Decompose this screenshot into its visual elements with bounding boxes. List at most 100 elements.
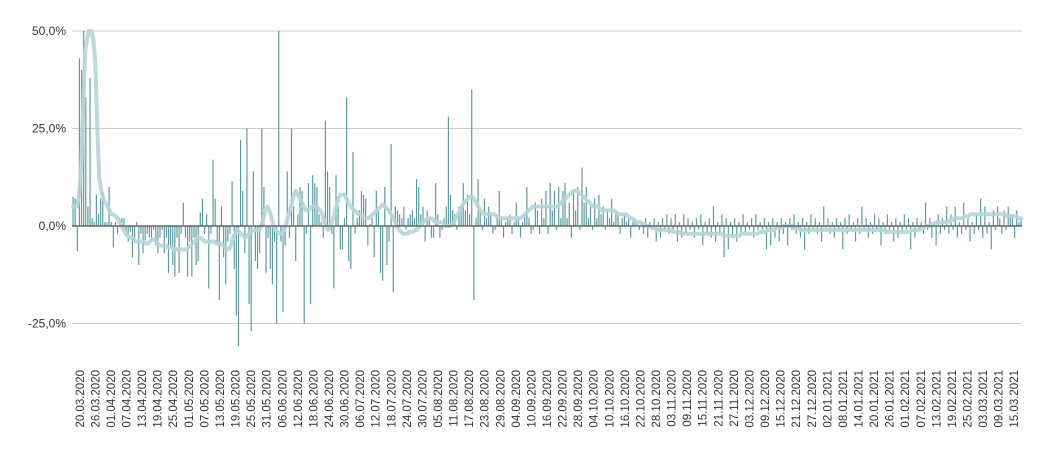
- bar: [661, 218, 664, 226]
- bar: [396, 210, 399, 226]
- bar: [517, 218, 519, 226]
- bar: [1001, 226, 1003, 234]
- bar: [647, 226, 649, 238]
- bar: [566, 218, 568, 226]
- bar: [757, 226, 759, 230]
- bar: [583, 202, 585, 226]
- bar: [403, 206, 405, 226]
- bar: [888, 226, 891, 230]
- bar: [197, 226, 199, 262]
- x-tick-label: 29.08.2020: [495, 370, 507, 428]
- bar: [628, 218, 630, 226]
- bar: [818, 222, 821, 226]
- bar: [432, 226, 435, 238]
- bar: [138, 226, 140, 265]
- bar: [456, 226, 458, 230]
- bar: [1011, 218, 1014, 226]
- bar: [409, 214, 411, 226]
- bar: [492, 226, 494, 234]
- bar: [602, 206, 604, 226]
- bar: [886, 214, 888, 226]
- trend-line-group: [71, 29, 1023, 252]
- x-tick-label: 01.02.2021: [900, 370, 912, 428]
- bar: [524, 214, 526, 226]
- x-tick-label: 22.09.2020: [558, 370, 570, 428]
- bar: [172, 226, 174, 265]
- bar: [534, 202, 536, 226]
- bar: [464, 210, 466, 226]
- bar: [106, 222, 108, 226]
- x-tick-label: 13.02.2021: [931, 370, 943, 428]
- bar: [303, 226, 305, 324]
- bar: [568, 202, 570, 226]
- bar: [354, 226, 356, 234]
- bar: [74, 198, 76, 226]
- bar: [479, 210, 481, 226]
- bar: [740, 226, 742, 234]
- bar: [496, 214, 498, 226]
- bar: [500, 218, 502, 226]
- x-tick-label: 18.06.2020: [308, 370, 320, 428]
- bar: [352, 151, 354, 226]
- bar: [388, 226, 390, 242]
- bar: [382, 226, 384, 281]
- bar: [216, 226, 218, 246]
- bar: [657, 222, 659, 226]
- bar: [907, 218, 910, 226]
- x-axis-tick-labels: 20.03.2020 26.03.2020 01.04.2020 07.04.2020…: [75, 370, 1021, 428]
- x-tick-label: 21.11.2020: [713, 370, 725, 427]
- bar: [842, 226, 844, 250]
- x-tick-label: 22.10.2020: [635, 370, 647, 428]
- bar: [899, 222, 901, 226]
- bar: [515, 202, 517, 226]
- bar: [206, 214, 208, 226]
- bar: [738, 222, 740, 226]
- bar: [242, 190, 244, 226]
- x-tick-label: 15.03.2021: [1009, 370, 1021, 428]
- bar: [971, 222, 973, 226]
- bar: [538, 226, 541, 234]
- x-tick-label: 10.09.2020: [526, 370, 538, 428]
- bar: [299, 187, 301, 226]
- bar: [102, 190, 104, 226]
- bar: [999, 218, 1001, 226]
- bar: [252, 171, 254, 226]
- bar: [182, 202, 184, 226]
- bar: [394, 206, 396, 226]
- bar: [642, 226, 645, 234]
- bar: [191, 226, 193, 277]
- bar: [623, 214, 625, 226]
- bar: [348, 226, 350, 262]
- x-tick-label: 15.11.2020: [698, 370, 710, 427]
- bar: [471, 89, 473, 226]
- bar: [214, 198, 216, 226]
- bar: [350, 226, 352, 269]
- bar: [666, 214, 668, 226]
- bar: [161, 226, 163, 230]
- bar: [475, 218, 477, 226]
- x-tick-label: 30.07.2020: [417, 370, 429, 428]
- bar: [386, 226, 388, 265]
- bar: [284, 226, 286, 246]
- bar: [129, 226, 131, 232]
- x-tick-label: 16.09.2020: [542, 370, 554, 428]
- bar: [76, 226, 78, 252]
- bar: [931, 226, 933, 238]
- bar: [719, 226, 721, 234]
- bar: [424, 226, 426, 242]
- bar: [604, 226, 606, 230]
- bar: [435, 183, 437, 226]
- bar: [632, 222, 634, 226]
- x-tick-label: 03.03.2021: [978, 370, 990, 428]
- bar: [210, 226, 212, 234]
- x-tick-label: 24.07.2020: [402, 370, 414, 428]
- bar: [695, 218, 698, 226]
- bar: [136, 222, 138, 226]
- bar: [543, 218, 545, 226]
- x-tick-label: 27.12.2020: [807, 370, 819, 428]
- bar: [806, 222, 808, 226]
- y-tick-label: 50,0%: [32, 24, 66, 38]
- x-tick-label: 01.04.2020: [106, 370, 118, 428]
- bar: [305, 226, 307, 234]
- bar: [411, 210, 413, 226]
